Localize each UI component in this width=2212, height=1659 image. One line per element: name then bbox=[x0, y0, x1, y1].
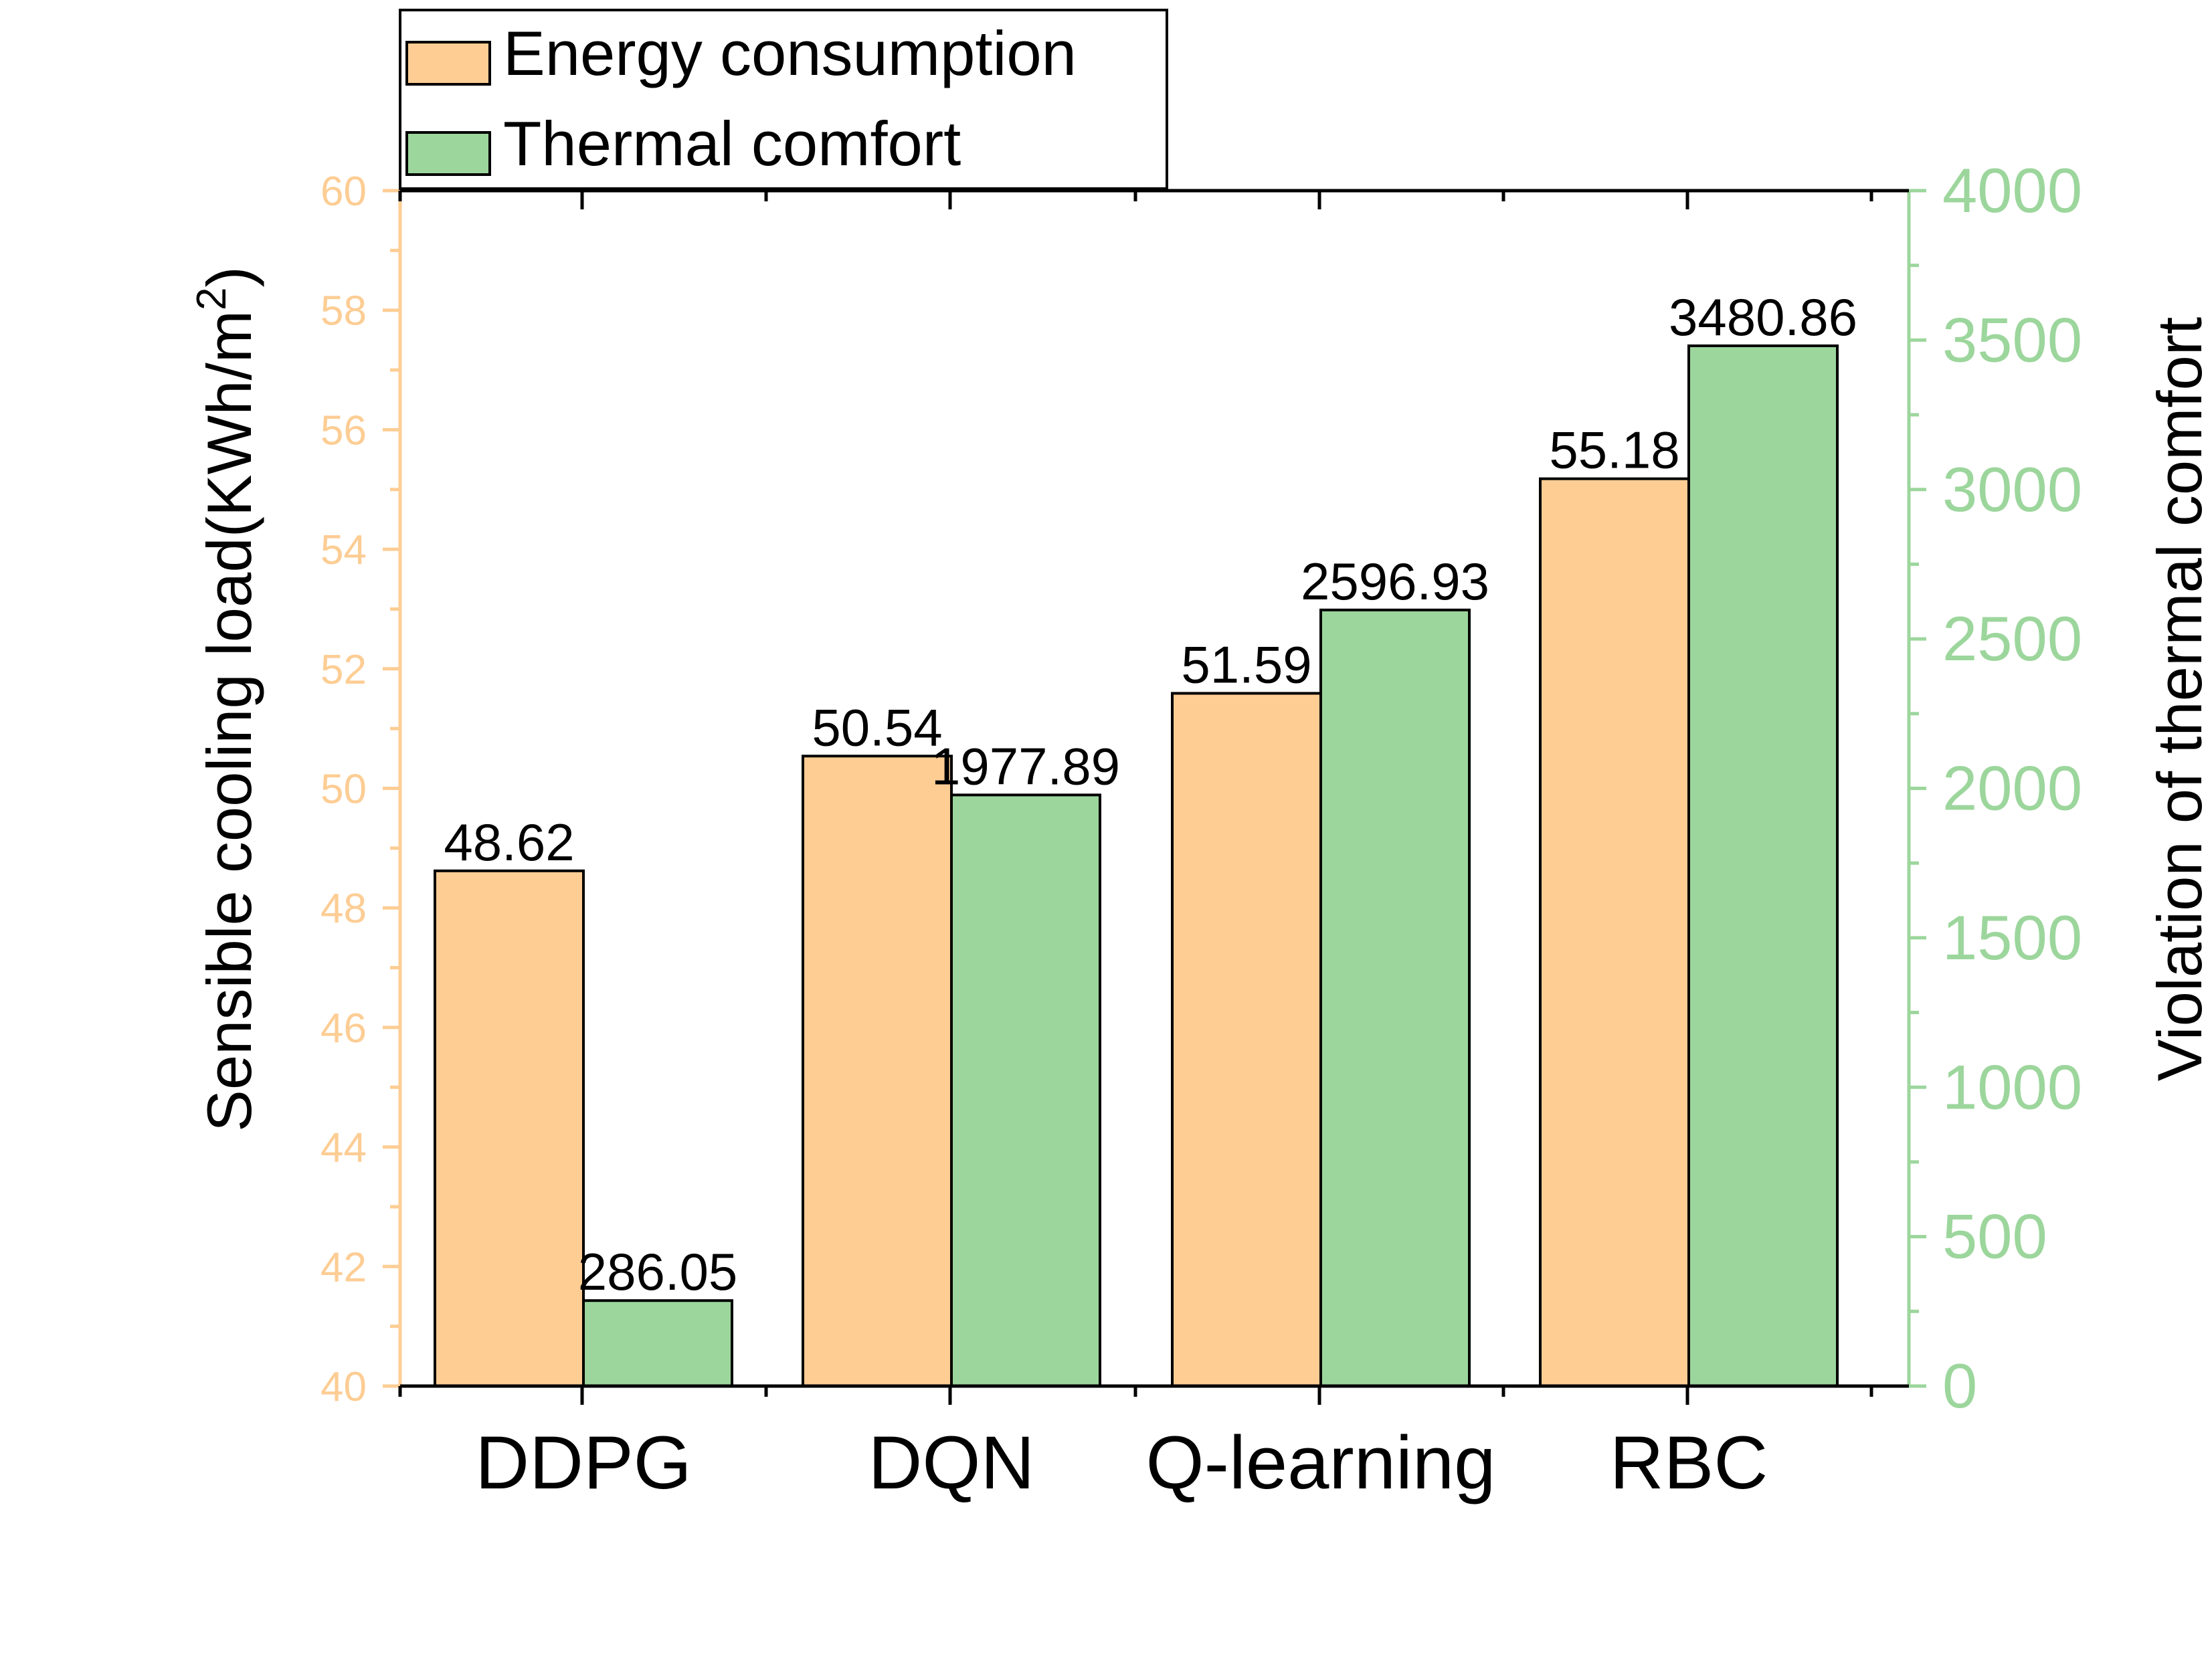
data-label-energy-consumption-dqn: 50.54 bbox=[812, 698, 942, 757]
data-label-energy-consumption-ddpg: 48.62 bbox=[444, 813, 574, 872]
x-tick-label-dqn: DQN bbox=[868, 1421, 1035, 1504]
y-axis-title: Sensible cooling load(KWh/m2) bbox=[189, 266, 264, 1132]
left-tick-label: 56 bbox=[320, 407, 367, 454]
left-tick-label: 48 bbox=[320, 886, 367, 932]
bar-energy-consumption-q-learning bbox=[1171, 692, 1322, 1387]
y-axis-title-superscript: 2 bbox=[189, 287, 235, 310]
x-tick-label-rbc: RBC bbox=[1610, 1421, 1768, 1504]
bar-thermal-comfort-rbc bbox=[1687, 344, 1839, 1387]
right-tick-label: 0 bbox=[1942, 1351, 1977, 1421]
bar-energy-consumption-rbc bbox=[1539, 477, 1690, 1387]
right-tick-label: 2500 bbox=[1942, 603, 2082, 674]
right-tick-label: 1500 bbox=[1942, 902, 2082, 973]
data-label-energy-consumption-rbc: 55.18 bbox=[1549, 421, 1679, 480]
right-y-axis-title: Violation of thermal comfort bbox=[2144, 317, 2212, 1081]
right-tick-label: 4000 bbox=[1942, 155, 2082, 225]
data-label-thermal-comfort-ddpg: 286.05 bbox=[578, 1242, 738, 1301]
legend-swatch-thermal-comfort bbox=[405, 131, 491, 176]
legend-swatch-energy-consumption bbox=[405, 41, 491, 86]
legend-frame bbox=[399, 9, 1168, 190]
bar-thermal-comfort-ddpg bbox=[582, 1299, 733, 1387]
left-tick-label: 60 bbox=[320, 169, 367, 215]
legend-label-energy-consumption: Energy consumption bbox=[503, 18, 1077, 88]
x-tick-label-q-learning: Q-learning bbox=[1146, 1421, 1496, 1504]
legend: Energy consumption Thermal comfort bbox=[399, 9, 1168, 190]
left-tick-label: 40 bbox=[320, 1364, 367, 1410]
y-axis-title-text: Sensible cooling load(KWh/m bbox=[194, 310, 264, 1132]
bar-energy-consumption-ddpg bbox=[434, 869, 585, 1387]
left-tick-label: 50 bbox=[320, 767, 367, 813]
bar-thermal-comfort-q-learning bbox=[1319, 608, 1471, 1387]
right-tick-label: 3000 bbox=[1942, 454, 2082, 524]
legend-label-thermal-comfort: Thermal comfort bbox=[503, 108, 961, 179]
data-label-thermal-comfort-dqn: 1977.89 bbox=[931, 737, 1120, 795]
right-tick-label: 500 bbox=[1942, 1201, 2047, 1272]
left-tick-label: 46 bbox=[320, 1005, 367, 1052]
bars-layer bbox=[434, 344, 1839, 1388]
left-tick-label: 42 bbox=[320, 1244, 367, 1290]
bar-thermal-comfort-dqn bbox=[950, 793, 1101, 1388]
data-label-thermal-comfort-rbc: 3480.86 bbox=[1669, 288, 1857, 347]
right-axis-ticks: 0 500 1000 1500 2000 2500 3000 3500 4000 bbox=[1909, 155, 2082, 1421]
right-tick-label: 1000 bbox=[1942, 1052, 2082, 1122]
x-tick-label-ddpg: DDPG bbox=[475, 1421, 692, 1504]
right-tick-label: 3500 bbox=[1942, 304, 2082, 375]
data-label-thermal-comfort-q-learning: 2596.93 bbox=[1301, 552, 1489, 611]
bar-energy-consumption-dqn bbox=[802, 755, 953, 1387]
left-tick-label: 52 bbox=[320, 647, 367, 693]
x-axis-ticks bbox=[398, 189, 1909, 1405]
left-tick-label: 58 bbox=[320, 288, 367, 334]
right-tick-label: 2000 bbox=[1942, 753, 2082, 823]
left-axis-ticks: 40 42 44 46 48 50 52 54 56 58 60 bbox=[320, 169, 400, 1410]
data-label-energy-consumption-q-learning: 51.59 bbox=[1181, 635, 1311, 694]
y-axis-title-close: ) bbox=[194, 266, 264, 287]
left-tick-label: 44 bbox=[320, 1125, 367, 1171]
x-category-labels: DDPG DQN Q-learning RBC bbox=[475, 1421, 1768, 1504]
left-tick-label: 54 bbox=[320, 527, 367, 573]
